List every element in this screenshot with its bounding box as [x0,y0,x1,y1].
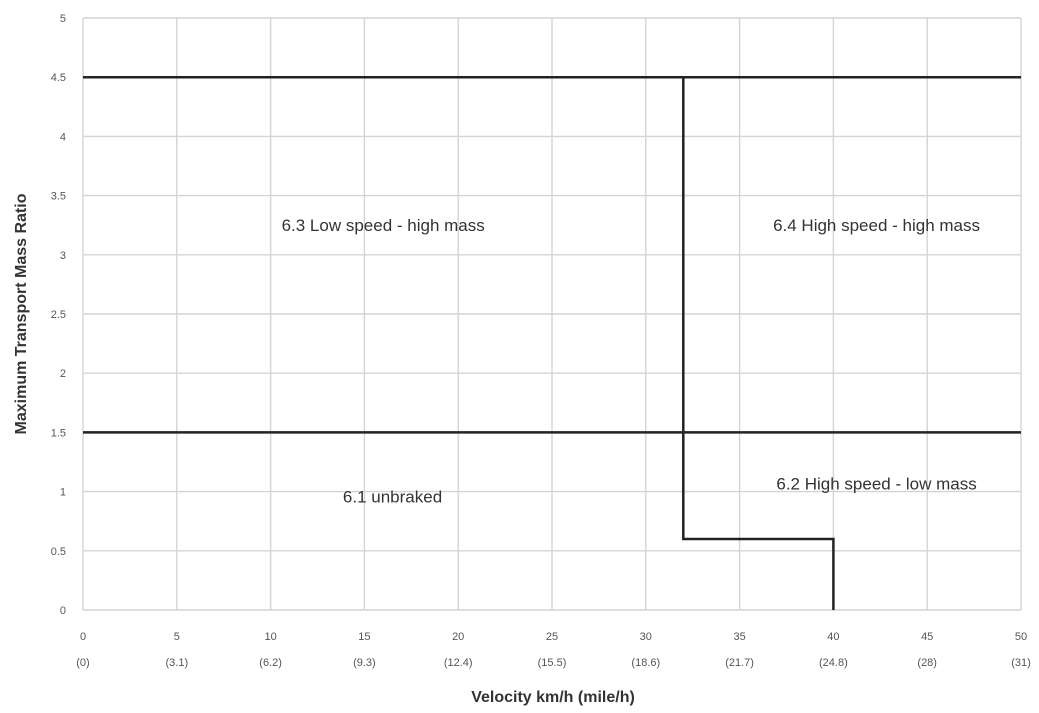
y-axis-ticks: 0 0.5 1 1.5 2 2.5 3 3.5 4 4.5 5 [51,13,66,617]
x-axis-title: Velocity km/h (mile/h) [471,689,635,706]
y-tick-label-6: 3 [60,250,66,262]
x-tick-label-10: 50 [1015,631,1027,643]
x-tick-label-4: 20 [452,631,464,643]
x-tick-sublabel-6: (18.6) [631,657,660,669]
x-tick-sublabel-10: (31) [1011,657,1031,669]
y-tick-label-4: 2 [60,368,66,380]
region-labels: 6.3 Low speed - high mass 6.4 High speed … [282,216,980,506]
x-tick-sublabel-4: (12.4) [444,657,473,669]
x-tick-sublabel-5: (15.5) [538,657,567,669]
x-tick-sublabel-1: (3.1) [165,657,188,669]
x-tick-sublabel-7: (21.7) [725,657,754,669]
y-tick-label-5: 2.5 [51,309,66,321]
region-label-3: 6.2 High speed - low mass [776,474,976,493]
grid [82,17,1022,611]
y-tick-label-3: 1.5 [51,427,66,439]
x-tick-label-2: 10 [264,631,276,643]
y-tick-label-1: 0.5 [51,546,66,558]
x-tick-label-5: 25 [546,631,558,643]
boundary-line-2 [682,77,835,610]
x-axis-ticks: 0 (0) 5 (3.1) 10 (6.2) 15 (9.3) 20 (12.4) 25 (15.5)… [76,631,1031,669]
y-tick-label-2: 1 [60,487,66,499]
y-tick-label-10: 5 [60,13,66,25]
x-tick-label-3: 15 [358,631,370,643]
y-tick-label-7: 3.5 [51,191,66,203]
x-tick-sublabel-2: (6.2) [259,657,282,669]
x-tick-label-9: 45 [921,631,933,643]
x-tick-sublabel-8: (24.8) [819,657,848,669]
y-tick-label-9: 4.5 [51,72,66,84]
x-tick-label-1: 5 [174,631,180,643]
y-tick-label-0: 0 [60,605,66,617]
x-tick-label-8: 40 [827,631,839,643]
region-label-1: 6.4 High speed - high mass [773,216,980,235]
x-tick-sublabel-0: (0) [76,657,89,669]
y-tick-label-8: 4 [60,131,66,143]
x-tick-sublabel-9: (28) [917,657,937,669]
x-tick-label-0: 0 [80,631,86,643]
boundary-lines [83,75,1021,610]
x-tick-label-6: 30 [640,631,652,643]
x-tick-sublabel-3: (9.3) [353,657,376,669]
x-tick-label-7: 35 [733,631,745,643]
region-label-2: 6.1 unbraked [343,487,442,506]
region-label-0: 6.3 Low speed - high mass [282,216,485,235]
y-axis-title: Maximum Transport Mass Ratio [13,193,30,434]
